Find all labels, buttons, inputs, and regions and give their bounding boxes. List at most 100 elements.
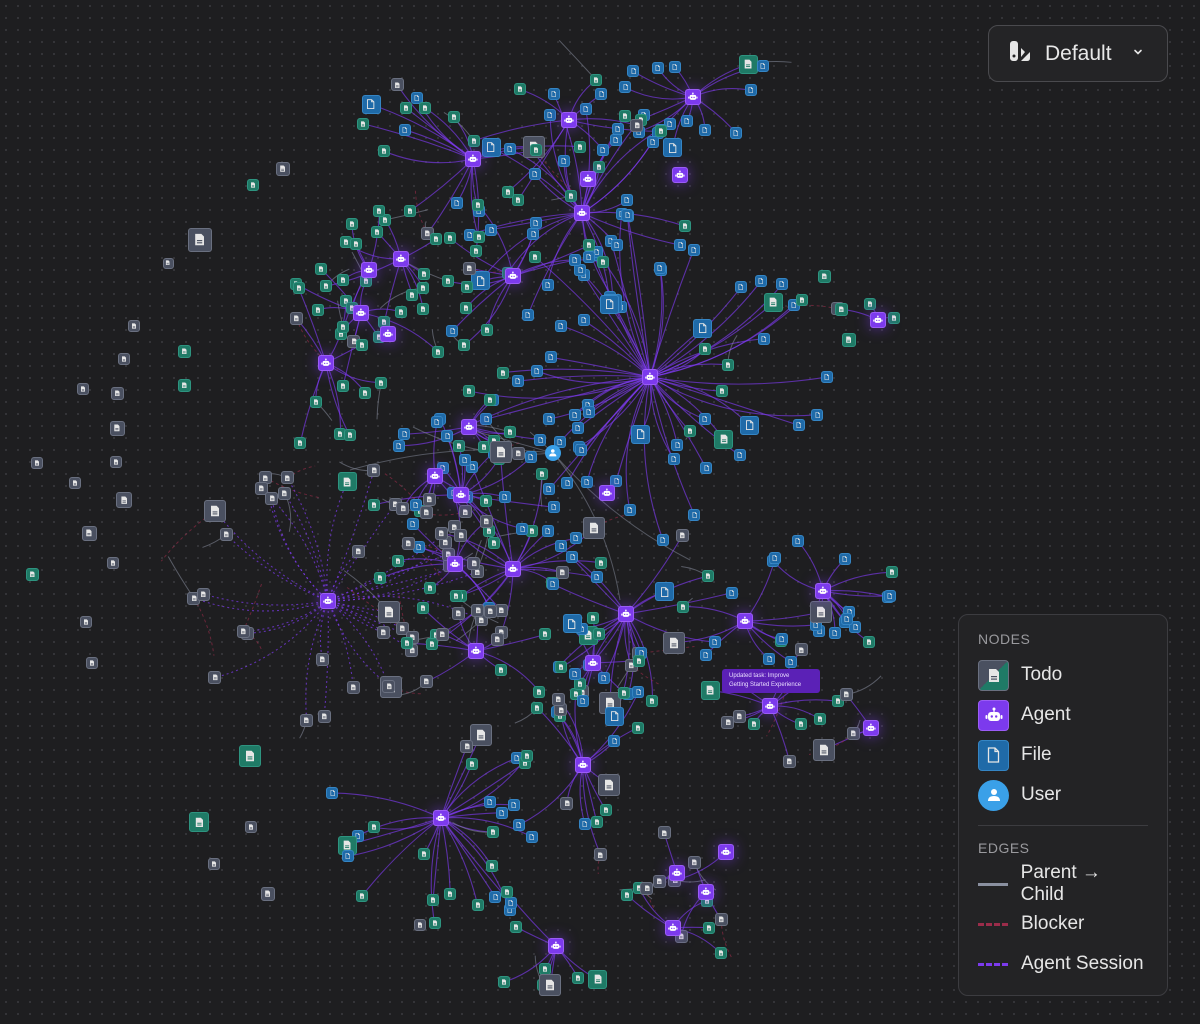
todo-node[interactable]: [504, 426, 517, 439]
todo-node[interactable]: [247, 179, 259, 191]
file-node[interactable]: [471, 271, 491, 291]
todo-node[interactable]: [81, 525, 97, 541]
todo-node[interactable]: [555, 565, 569, 579]
todo-node[interactable]: [208, 858, 220, 870]
agent-node[interactable]: [548, 938, 564, 954]
file-node[interactable]: [398, 428, 411, 441]
file-node[interactable]: [621, 194, 634, 207]
todo-node[interactable]: [683, 425, 696, 438]
todo-node[interactable]: [422, 492, 436, 506]
todo-node[interactable]: [621, 888, 634, 901]
agent-node[interactable]: [685, 89, 701, 105]
todo-node[interactable]: [582, 517, 605, 540]
todo-node[interactable]: [471, 604, 485, 618]
todo-node[interactable]: [432, 346, 445, 359]
todo-node[interactable]: [292, 281, 305, 294]
file-node[interactable]: [609, 133, 622, 146]
todo-node[interactable]: [428, 917, 441, 930]
file-node[interactable]: [708, 636, 721, 649]
file-node[interactable]: [361, 94, 381, 114]
file-node[interactable]: [529, 216, 542, 229]
file-node[interactable]: [392, 439, 405, 452]
todo-node[interactable]: [416, 602, 429, 615]
file-node[interactable]: [441, 429, 454, 442]
todo-node[interactable]: [640, 881, 654, 895]
todo-node[interactable]: [594, 848, 608, 862]
todo-node[interactable]: [646, 694, 659, 707]
agent-node[interactable]: [580, 171, 596, 187]
file-node[interactable]: [544, 108, 557, 121]
todo-node[interactable]: [809, 601, 832, 624]
todo-node[interactable]: [107, 557, 119, 569]
file-node[interactable]: [654, 261, 667, 274]
todo-node[interactable]: [716, 385, 728, 398]
todo-node[interactable]: [698, 343, 711, 356]
file-node[interactable]: [413, 541, 426, 554]
todo-node[interactable]: [632, 721, 645, 734]
agent-node[interactable]: [447, 556, 463, 572]
todo-node[interactable]: [467, 556, 481, 570]
todo-node[interactable]: [395, 306, 408, 319]
todo-node[interactable]: [189, 812, 209, 832]
todo-node[interactable]: [531, 701, 544, 714]
todo-node[interactable]: [501, 185, 514, 198]
todo-node[interactable]: [382, 679, 396, 693]
file-node[interactable]: [451, 196, 464, 209]
file-node[interactable]: [605, 706, 625, 726]
todo-node[interactable]: [80, 616, 92, 628]
file-node[interactable]: [627, 65, 640, 78]
todo-node[interactable]: [618, 110, 631, 123]
file-node[interactable]: [410, 91, 423, 104]
agent-node[interactable]: [585, 655, 601, 671]
todo-node[interactable]: [118, 353, 130, 365]
todo-node[interactable]: [373, 204, 386, 217]
file-node[interactable]: [791, 535, 804, 548]
todo-node[interactable]: [467, 134, 480, 147]
todo-node[interactable]: [337, 835, 357, 855]
agent-node[interactable]: [320, 593, 336, 609]
todo-node[interactable]: [675, 528, 689, 542]
todo-node[interactable]: [687, 855, 701, 869]
todo-node[interactable]: [110, 386, 124, 400]
file-node[interactable]: [687, 244, 700, 257]
todo-node[interactable]: [863, 298, 876, 311]
file-node[interactable]: [608, 735, 621, 748]
todo-node[interactable]: [701, 570, 714, 583]
file-node[interactable]: [431, 415, 444, 428]
file-node[interactable]: [763, 653, 776, 666]
file-node[interactable]: [516, 522, 529, 535]
todo-node[interactable]: [188, 228, 212, 252]
agent-node[interactable]: [465, 151, 481, 167]
todo-node[interactable]: [491, 632, 505, 646]
todo-node[interactable]: [396, 502, 410, 516]
todo-node[interactable]: [460, 740, 474, 754]
todo-node[interactable]: [337, 472, 357, 492]
todo-node[interactable]: [177, 344, 191, 358]
todo-node[interactable]: [396, 622, 409, 636]
todo-node[interactable]: [261, 887, 275, 901]
todo-node[interactable]: [379, 213, 392, 226]
todo-node[interactable]: [465, 757, 478, 770]
agent-node[interactable]: [698, 884, 714, 900]
file-node[interactable]: [630, 424, 650, 444]
file-node[interactable]: [619, 81, 632, 94]
file-node[interactable]: [554, 435, 567, 448]
todo-node[interactable]: [356, 889, 369, 902]
todo-node[interactable]: [812, 738, 835, 761]
todo-node[interactable]: [311, 303, 324, 316]
todo-node[interactable]: [453, 439, 466, 452]
agent-node[interactable]: [453, 487, 469, 503]
file-node[interactable]: [541, 279, 554, 292]
file-node[interactable]: [754, 275, 767, 288]
todo-node[interactable]: [86, 657, 98, 669]
todo-node[interactable]: [471, 198, 484, 211]
todo-node[interactable]: [401, 536, 415, 550]
agent-node[interactable]: [461, 419, 477, 435]
todo-node[interactable]: [593, 161, 606, 173]
todo-node[interactable]: [470, 244, 483, 257]
file-node[interactable]: [580, 476, 593, 488]
file-node[interactable]: [570, 532, 583, 545]
agent-node[interactable]: [427, 468, 443, 484]
todo-node[interactable]: [511, 446, 525, 460]
todo-node[interactable]: [574, 140, 587, 153]
